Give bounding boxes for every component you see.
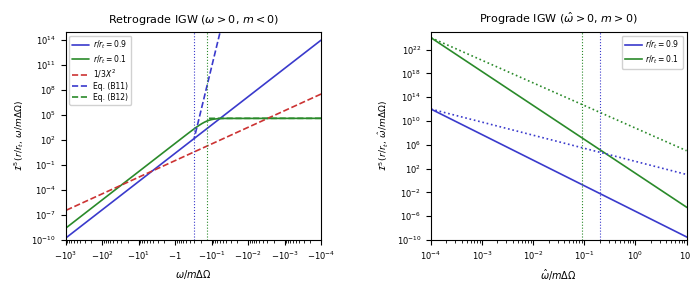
$r/r_t=0.9$	[675, 231, 683, 235]
$r/r_t=0.9$	[549, 168, 557, 172]
Legend: $r/r_t=0.9$, $r/r_t=0.1$, $1/3X^2$, Eq. (B11), Eq. (B12): $r/r_t=0.9$, $r/r_t=0.1$, $1/3X^2$, Eq. …	[70, 36, 131, 105]
$r/r_t=0.1$	[675, 200, 683, 204]
$r/r_t=0.1$	[317, 116, 325, 120]
$r/r_t=0.1$	[82, 211, 90, 214]
$r/r_t=0.9$	[536, 162, 544, 166]
$r/r_t=0.9$	[662, 225, 670, 228]
Eq. (B12)	[317, 116, 325, 120]
Line: Eq. (B11): Eq. (B11)	[194, 0, 321, 138]
$r/r_t=0.1$	[427, 36, 435, 40]
$r/r_t=0.1$	[195, 123, 204, 127]
$1/3X^2$	[195, 148, 204, 151]
Y-axis label: $\mathcal{I}^5\,(r/r_t,\,\hat{\omega}/m\Delta\Omega)$: $\mathcal{I}^5\,(r/r_t,\,\hat{\omega}/m\…	[377, 100, 391, 171]
$1/3X^2$	[61, 209, 70, 212]
$1/3X^2$	[69, 205, 77, 209]
$1/3X^2$	[317, 92, 325, 96]
$r/r_t=0.9$	[61, 236, 70, 240]
Title: Prograde IGW ($\hat{\omega}>0$, $m>0$): Prograde IGW ($\hat{\omega}>0$, $m>0$)	[480, 11, 638, 27]
$r/r_t=0.9$	[613, 200, 621, 204]
Line: $r/r_t=0.1$: $r/r_t=0.1$	[431, 38, 687, 207]
$r/r_t=0.1$	[662, 192, 670, 195]
Title: Retrograde IGW ($\omega>0$, $m<0$): Retrograde IGW ($\omega>0$, $m<0$)	[108, 14, 279, 27]
Line: $r/r_t=0.1$: $r/r_t=0.1$	[66, 118, 321, 228]
Y-axis label: $\mathcal{I}^5\,(r/r_t,\,\omega/m\Delta\Omega)$: $\mathcal{I}^5\,(r/r_t,\,\omega/m\Delta\…	[12, 100, 26, 171]
Eq. (B12)	[210, 116, 218, 120]
$r/r_t=0.9$	[82, 221, 90, 224]
$r/r_t=0.1$	[208, 118, 216, 121]
Line: $1/3X^2$: $1/3X^2$	[66, 94, 321, 211]
$1/3X^2$	[82, 199, 90, 203]
$1/3X^2$	[210, 141, 218, 145]
$r/r_t=0.9$	[427, 107, 435, 111]
X-axis label: $\hat{\omega}/m\Delta\Omega$: $\hat{\omega}/m\Delta\Omega$	[540, 268, 577, 283]
$r/r_t=0.9$	[208, 123, 216, 127]
$1/3X^2$	[131, 177, 139, 180]
Eq. (B11)	[210, 56, 218, 60]
$r/r_t=0.9$	[195, 132, 204, 136]
Eq. (B12)	[208, 116, 216, 120]
$r/r_t=0.9$	[534, 161, 542, 164]
X-axis label: $\omega/m\Delta\Omega$: $\omega/m\Delta\Omega$	[175, 268, 212, 281]
Line: $r/r_t=0.9$: $r/r_t=0.9$	[66, 40, 321, 238]
$1/3X^2$	[208, 142, 216, 146]
$r/r_t=0.1$	[549, 116, 557, 120]
Eq. (B11)	[195, 114, 204, 118]
$r/r_t=0.9$	[682, 235, 690, 239]
$r/r_t=0.1$	[61, 227, 70, 230]
$r/r_t=0.1$	[131, 172, 139, 176]
Eq. (B11)	[208, 65, 216, 68]
$r/r_t=0.1$	[210, 117, 218, 121]
$r/r_t=0.1$	[682, 205, 690, 209]
Legend: $r/r_t=0.9$, $r/r_t=0.1$: $r/r_t=0.9$, $r/r_t=0.1$	[622, 36, 682, 68]
$r/r_t=0.1$	[534, 107, 542, 111]
Line: $r/r_t=0.9$: $r/r_t=0.9$	[431, 109, 687, 237]
$r/r_t=0.9$	[69, 230, 77, 234]
$r/r_t=0.1$	[536, 109, 544, 112]
$r/r_t=0.9$	[210, 122, 218, 125]
$r/r_t=0.9$	[317, 38, 325, 42]
$r/r_t=0.9$	[131, 182, 139, 186]
$r/r_t=0.1$	[613, 159, 621, 162]
$r/r_t=0.1$	[69, 221, 77, 224]
